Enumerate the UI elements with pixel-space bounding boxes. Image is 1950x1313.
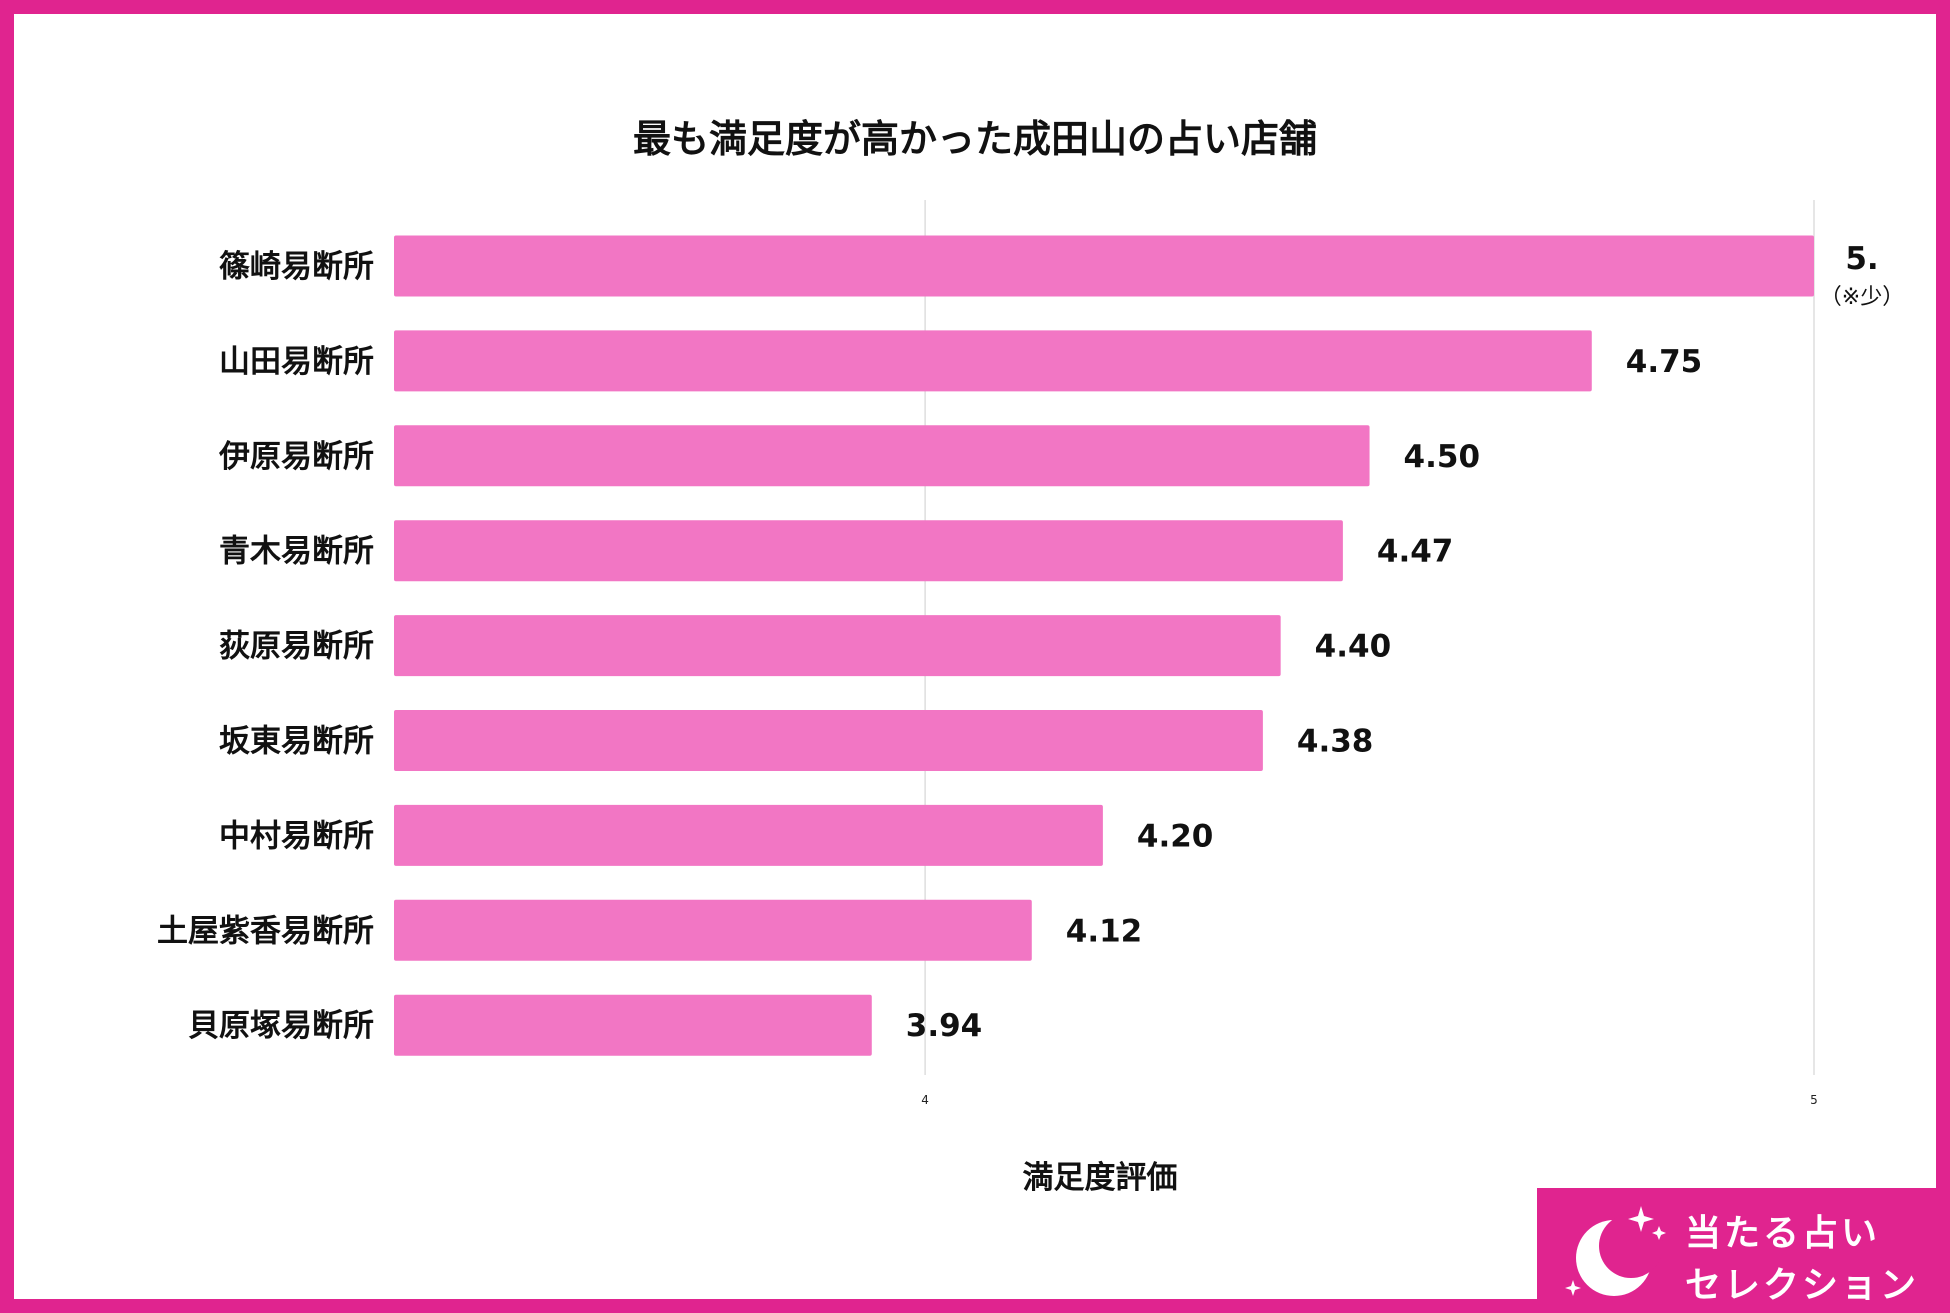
bar [394, 425, 1370, 487]
value-label: 4.38 [1297, 724, 1374, 760]
bar [394, 994, 872, 1056]
crescent-moon-stars-icon [1565, 1206, 1666, 1296]
annotation-label: （※少） [1820, 285, 1904, 310]
bars [394, 235, 1814, 1056]
category-label: 坂東易断所 [219, 724, 374, 760]
bar [394, 615, 1281, 677]
category-label: 貝原塚易断所 [188, 1008, 374, 1044]
brand-logo: 当たる占い セレクション [1537, 1188, 1950, 1313]
x-axis-title: 満足度評価 [1022, 1160, 1178, 1196]
category-label: 篠崎易断所 [219, 249, 374, 285]
category-label: 中村易断所 [219, 818, 374, 854]
value-label: 3.94 [906, 1008, 983, 1044]
bar [394, 804, 1103, 866]
bar [394, 710, 1263, 771]
bar [394, 235, 1814, 297]
value-label: 4.20 [1137, 818, 1214, 854]
bar [394, 330, 1592, 392]
value-label: 4.40 [1315, 629, 1392, 665]
bar [394, 520, 1343, 582]
category-label: 山田易断所 [219, 344, 374, 380]
bar [394, 899, 1032, 961]
labels: 4 5 篠崎易断所 5. （※少） 山田易断所 4.75 伊原易断所 4.50 青木易断所 4.47… [157, 241, 1904, 1107]
value-label: 4.50 [1404, 439, 1481, 475]
value-label: 4.47 [1377, 534, 1454, 570]
brand-name-line1: 当たる占い [1685, 1213, 1881, 1254]
x-tick-label: 5 [1810, 1093, 1818, 1107]
chart-title: 最も満足度が高かった成田山の占い店舗 [632, 117, 1317, 161]
value-label: 4.75 [1626, 344, 1703, 380]
value-label: 5. [1845, 241, 1878, 277]
category-label: 荻原易断所 [219, 629, 374, 665]
category-label: 土屋紫香易断所 [157, 913, 374, 949]
value-label: 4.12 [1066, 913, 1143, 949]
category-label: 青木易断所 [219, 534, 374, 570]
x-tick-label: 4 [921, 1093, 929, 1107]
category-label: 伊原易断所 [218, 439, 374, 475]
brand-name-line2: セレクション [1685, 1265, 1920, 1306]
